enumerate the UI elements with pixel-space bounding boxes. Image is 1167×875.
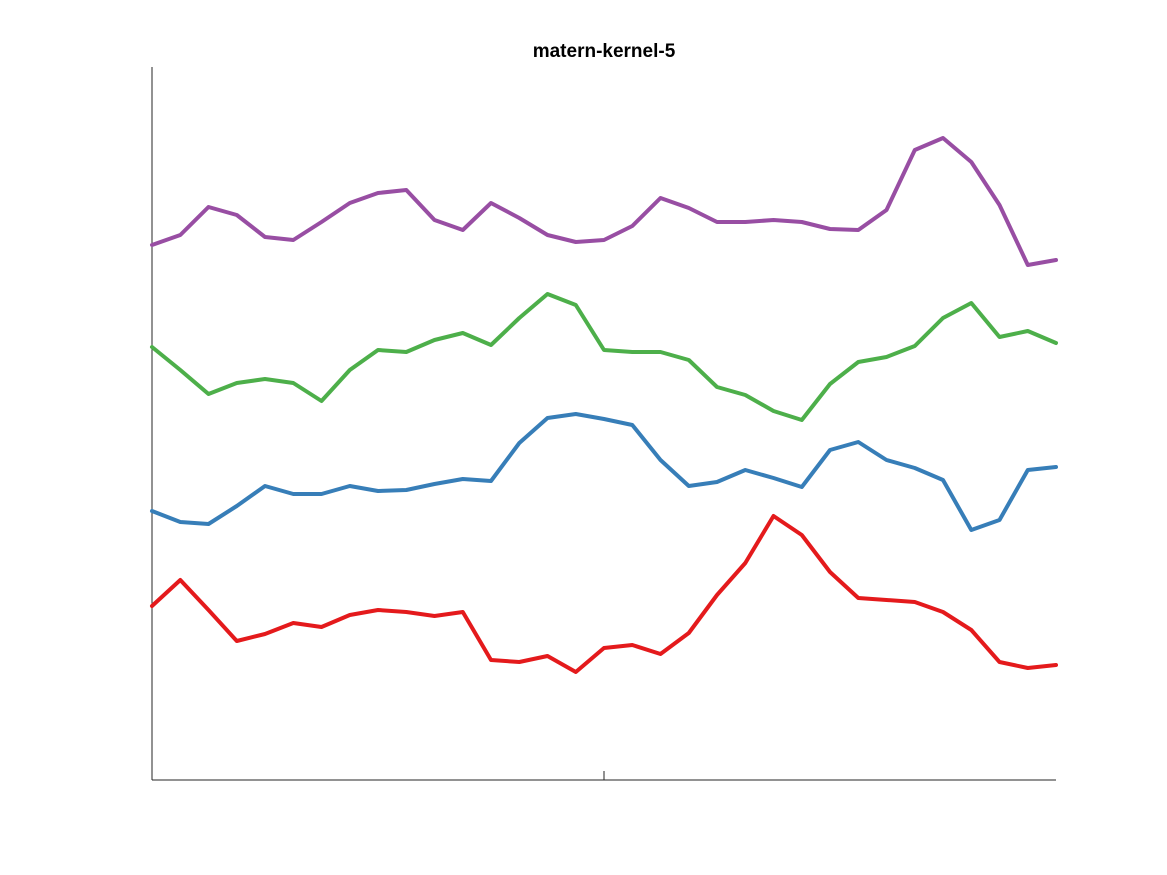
series-line [150, 514, 1058, 674]
series-line [150, 136, 1058, 267]
chart-title: matern-kernel-5 [533, 41, 676, 62]
series-line [150, 412, 1058, 532]
series-line [150, 292, 1058, 422]
